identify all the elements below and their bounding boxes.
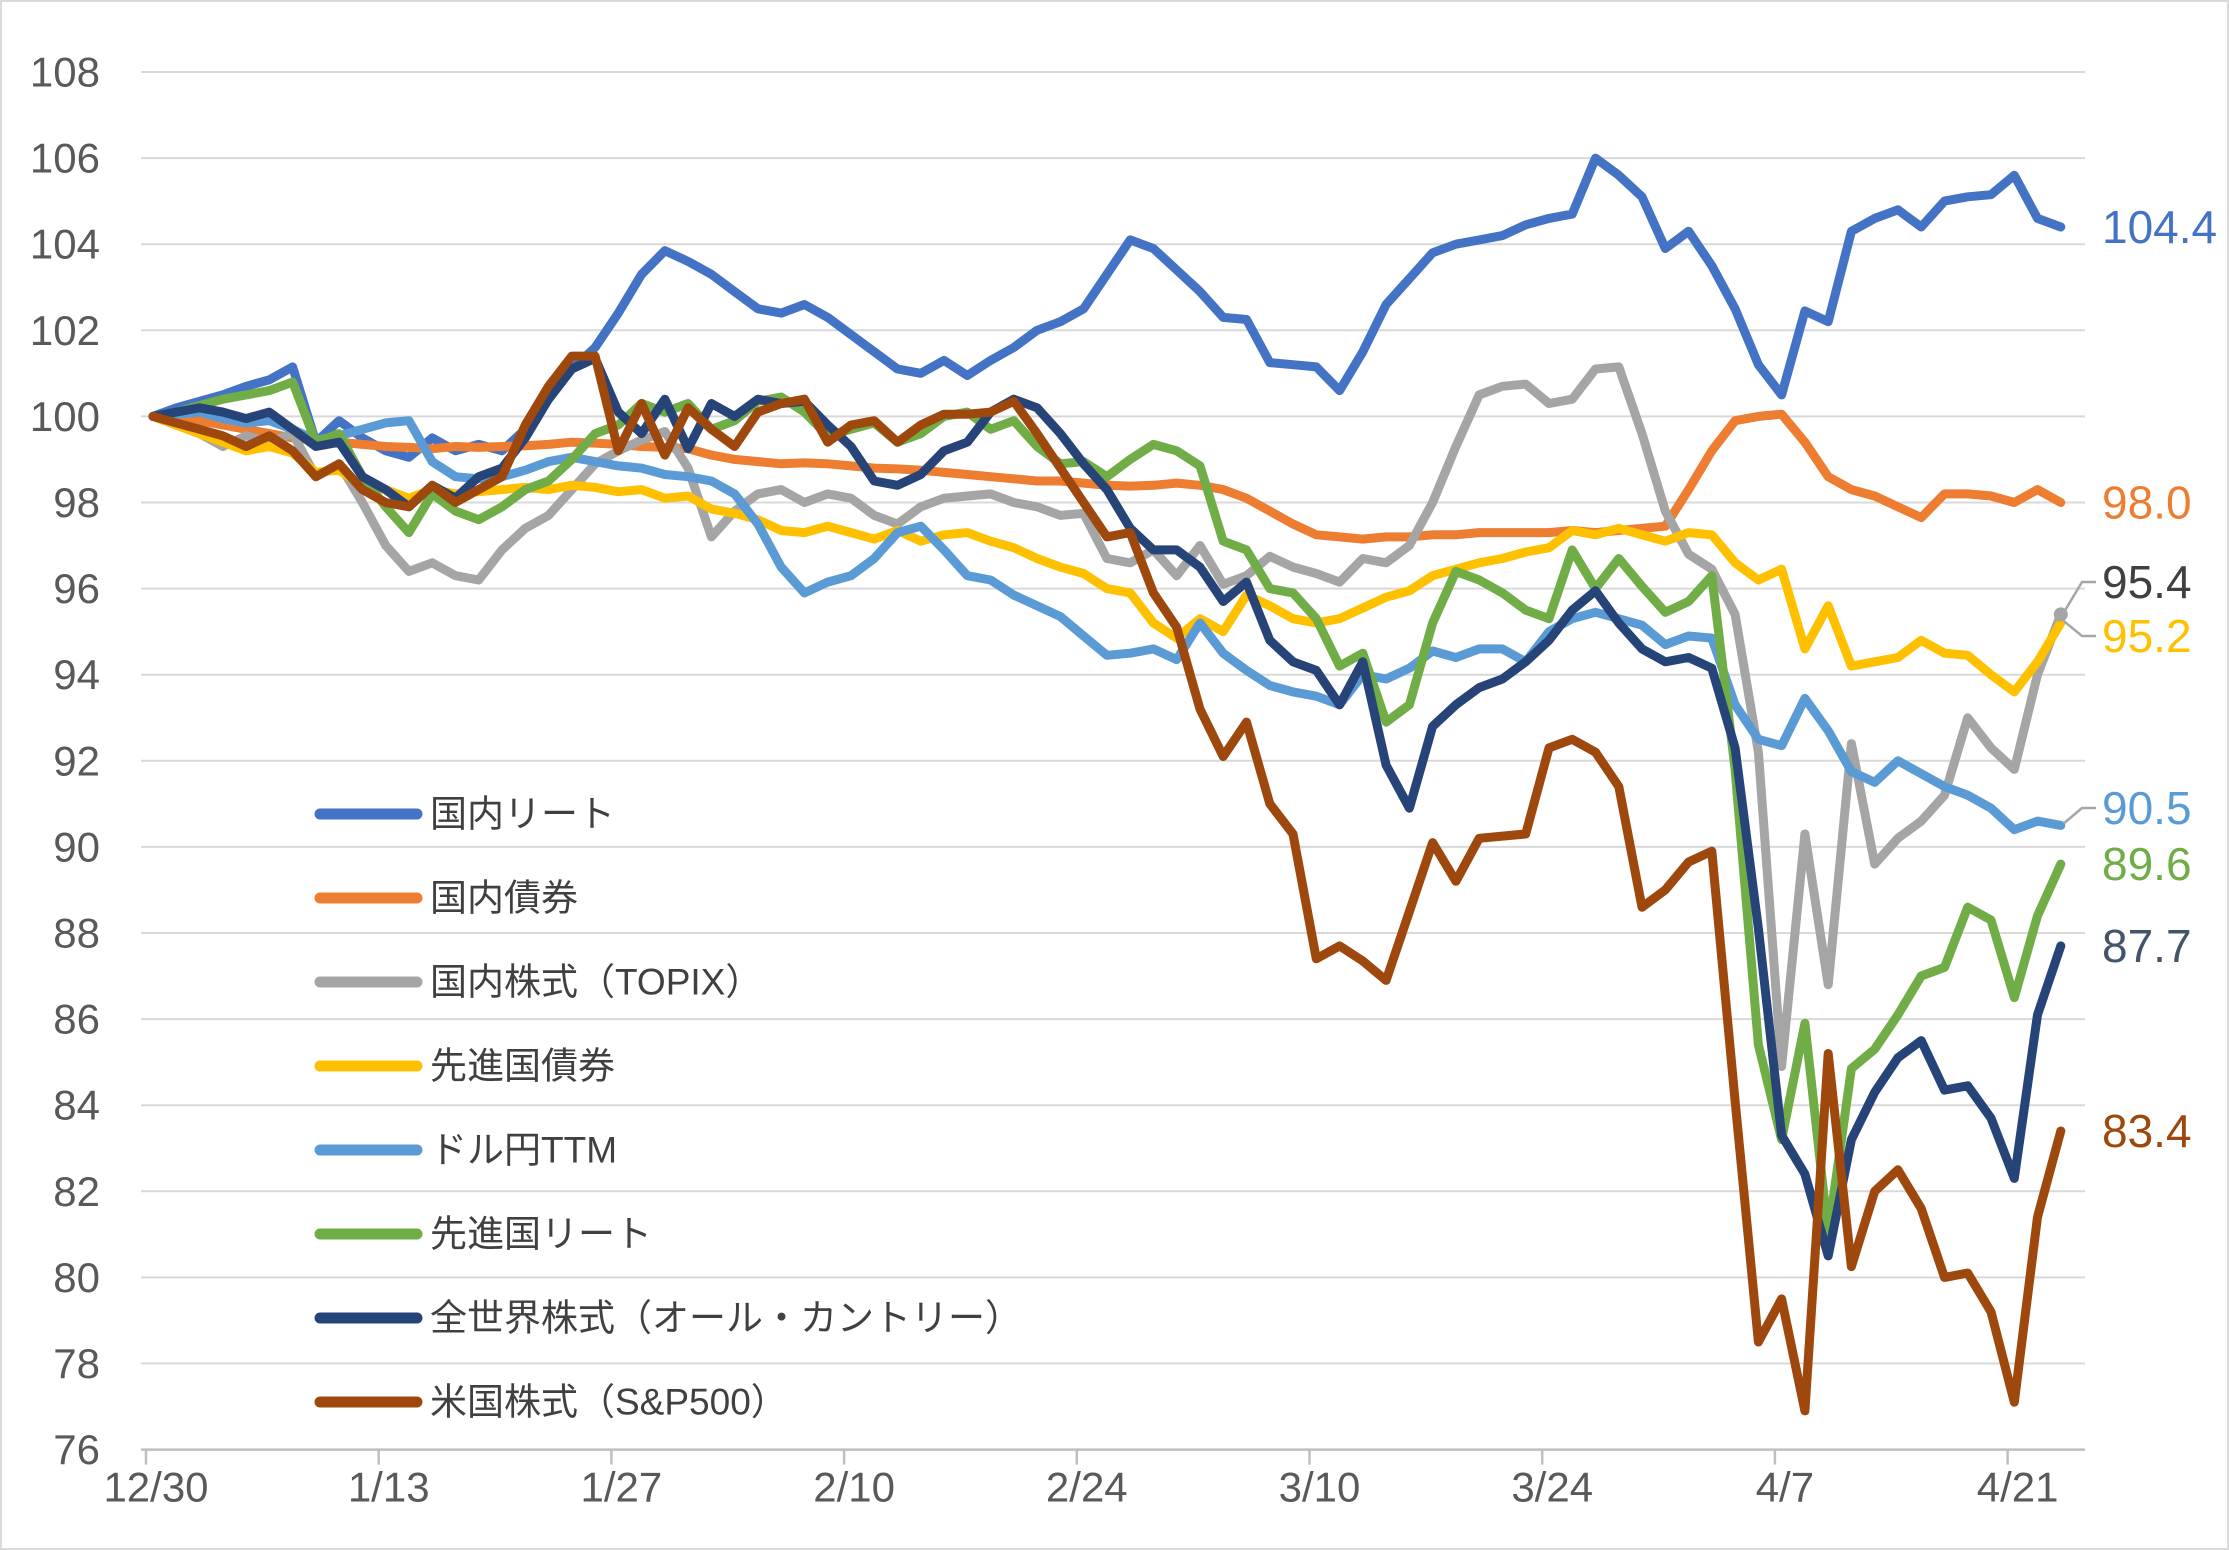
end-label-leader	[2063, 620, 2096, 638]
y-tick-label: 82	[53, 1168, 100, 1215]
legend-label: 国内債券	[430, 878, 578, 919]
y-tick-label: 98	[53, 479, 100, 526]
legend-item: 国内債券	[314, 878, 578, 919]
x-tick-label: 2/10	[813, 1464, 895, 1511]
y-tick-label: 78	[53, 1340, 100, 1387]
legend-item: 全世界株式（オール・カントリー）	[314, 1298, 1022, 1339]
series-line-先進国リート	[148, 377, 2066, 1239]
legend-item: 国内リート	[314, 794, 615, 835]
y-tick-label: 96	[53, 565, 100, 612]
series-end-label: 89.6	[2102, 838, 2192, 890]
y-tick-label: 80	[53, 1254, 100, 1301]
series-end-label: 90.5	[2102, 782, 2192, 834]
legend-item: 国内株式（TOPIX）	[314, 962, 762, 1003]
legend-item: 先進国リート	[314, 1214, 652, 1255]
legend-item: 先進国債券	[314, 1046, 615, 1087]
y-tick-label: 84	[53, 1082, 100, 1129]
series-end-label: 98.0	[2102, 477, 2192, 529]
legend-label: 先進国債券	[430, 1046, 615, 1087]
x-tick-label: 1/13	[348, 1464, 430, 1511]
y-tick-label: 76	[53, 1426, 100, 1473]
y-tick-label: 106	[30, 135, 100, 182]
legend-label: 全世界株式（オール・カントリー）	[430, 1298, 1022, 1339]
y-tick-label: 100	[30, 393, 100, 440]
x-tick-label: 4/21	[1977, 1464, 2059, 1511]
x-tick-label: 3/10	[1279, 1464, 1361, 1511]
legend-label: 国内株式（TOPIX）	[430, 962, 762, 1003]
y-tick-label: 104	[30, 221, 100, 268]
x-tick-label: 1/27	[581, 1464, 663, 1511]
legend-label: ドル円TTM	[430, 1130, 617, 1171]
x-tick-label: 4/7	[1756, 1464, 1814, 1511]
series-end-label: 87.7	[2102, 920, 2192, 972]
series-line-国内株式（TOPIX）	[148, 362, 2066, 1071]
series-end-label: 83.4	[2102, 1105, 2192, 1157]
series-line-全世界株式（オール・カントリー）	[148, 353, 2066, 1261]
end-label-leader	[2062, 580, 2096, 614]
series-end-label: 95.2	[2102, 610, 2192, 662]
y-tick-label: 88	[53, 910, 100, 957]
legend-label: 国内リート	[430, 794, 615, 835]
legend-label: 先進国リート	[430, 1214, 652, 1255]
x-tick-label: 12/30	[103, 1464, 208, 1511]
series-end-label: 104.4	[2102, 201, 2217, 253]
series-line-米国株式（S&P500）	[148, 351, 2066, 1416]
end-label-leader	[2063, 806, 2096, 825]
y-tick-label: 94	[53, 651, 100, 698]
legend-item: ドル円TTM	[314, 1130, 617, 1171]
x-tick-label: 3/24	[1511, 1464, 1593, 1511]
y-tick-label: 102	[30, 307, 100, 354]
y-tick-label: 92	[53, 737, 100, 784]
legend-label: 米国株式（S&P500）	[430, 1382, 788, 1423]
y-tick-label: 108	[30, 49, 100, 96]
y-tick-label: 90	[53, 823, 100, 870]
y-tick-label: 86	[53, 996, 100, 1043]
x-tick-label: 2/24	[1046, 1464, 1128, 1511]
legend-item: 米国株式（S&P500）	[314, 1382, 788, 1423]
series-end-label: 95.4	[2102, 556, 2192, 608]
